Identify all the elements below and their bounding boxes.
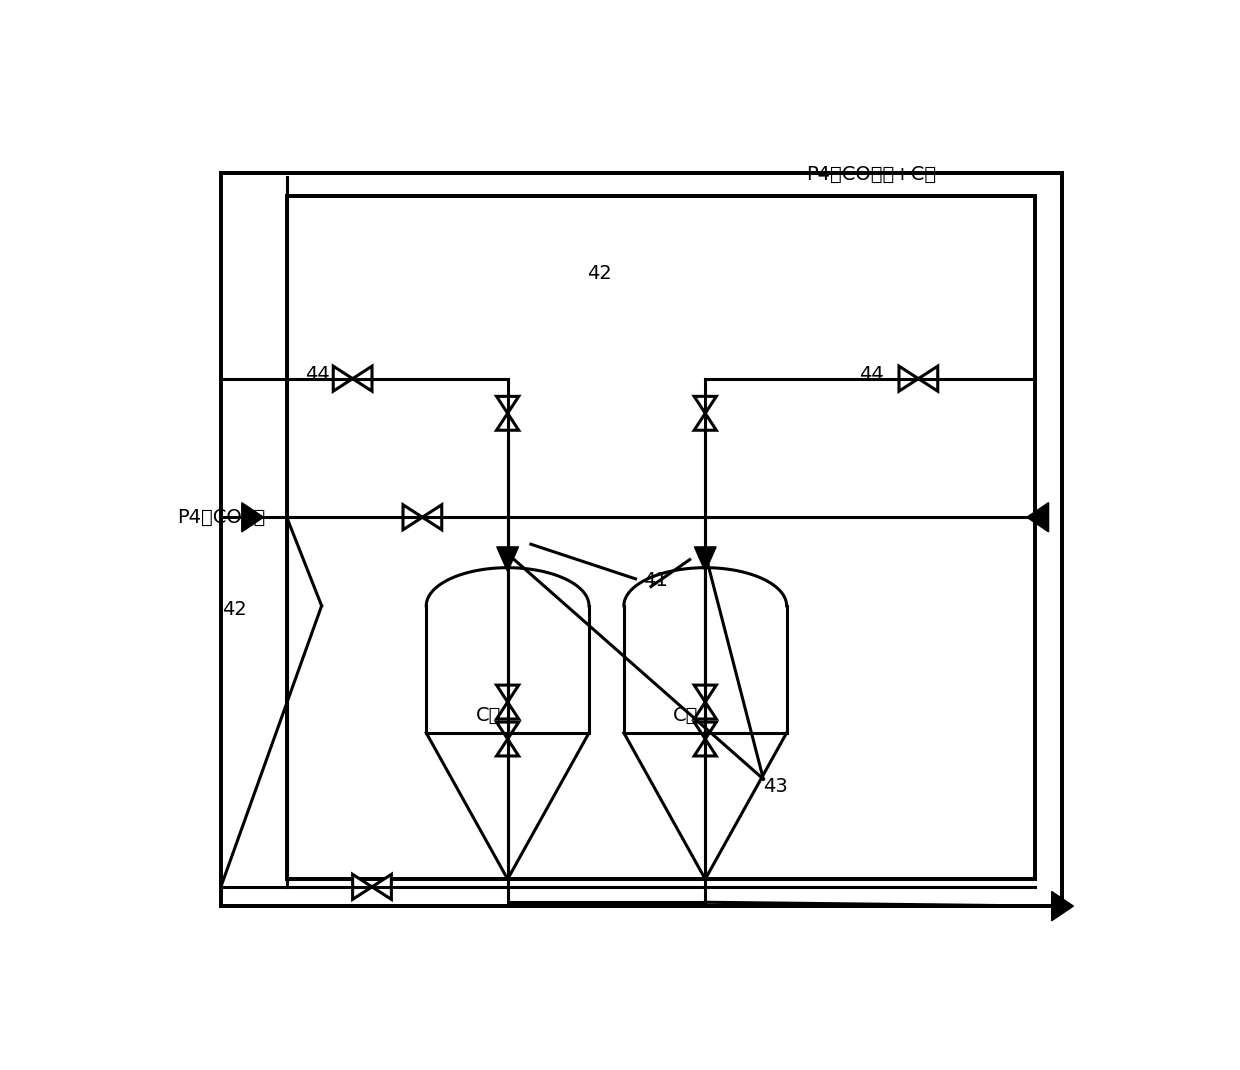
Text: 44: 44 <box>859 365 883 384</box>
Polygon shape <box>1027 503 1049 532</box>
Polygon shape <box>899 366 919 392</box>
Polygon shape <box>694 547 717 571</box>
Polygon shape <box>497 547 518 571</box>
Text: 42: 42 <box>222 600 247 620</box>
Text: 41: 41 <box>644 571 668 590</box>
Polygon shape <box>694 722 717 739</box>
Text: 42: 42 <box>588 263 613 282</box>
Text: 44: 44 <box>305 365 330 384</box>
Bar <box>221 173 1061 906</box>
Polygon shape <box>352 874 372 900</box>
Text: P4、CO气体: P4、CO气体 <box>176 508 265 526</box>
Text: C质: C质 <box>476 706 501 725</box>
Text: P4、CO气体+C质: P4、CO气体+C质 <box>806 165 936 184</box>
Polygon shape <box>242 503 263 532</box>
Polygon shape <box>694 685 717 702</box>
Polygon shape <box>1052 891 1074 920</box>
Polygon shape <box>694 702 717 719</box>
Bar <box>286 196 1034 880</box>
Polygon shape <box>496 722 518 739</box>
Polygon shape <box>423 505 441 530</box>
Polygon shape <box>694 739 717 755</box>
Polygon shape <box>496 739 518 755</box>
Polygon shape <box>496 685 518 702</box>
Polygon shape <box>496 702 518 719</box>
Polygon shape <box>372 874 392 900</box>
Polygon shape <box>496 396 518 413</box>
Polygon shape <box>352 366 372 392</box>
Polygon shape <box>694 413 717 430</box>
Polygon shape <box>919 366 937 392</box>
Polygon shape <box>694 396 717 413</box>
Text: C质: C质 <box>673 706 698 725</box>
Polygon shape <box>403 505 423 530</box>
Polygon shape <box>496 413 518 430</box>
Text: 43: 43 <box>764 777 789 796</box>
Polygon shape <box>334 366 352 392</box>
